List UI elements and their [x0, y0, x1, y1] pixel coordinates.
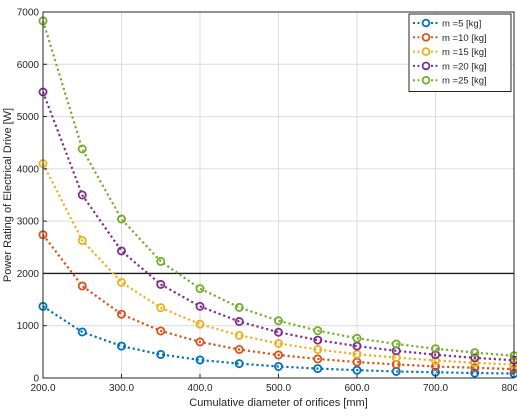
- legend-label: m =15 [kg]: [442, 47, 487, 58]
- data-point: [234, 317, 244, 327]
- data-point: [430, 361, 440, 371]
- data-point: [77, 190, 87, 200]
- data-point: [470, 348, 480, 358]
- y-tick-label: 3000: [17, 217, 40, 228]
- data-point: [77, 235, 87, 245]
- legend-label: m =5 [kg]: [442, 19, 481, 30]
- x-tick-label: 300.0: [109, 383, 134, 394]
- data-point: [234, 345, 244, 355]
- series-line-1: [42, 305, 515, 375]
- data-point: [273, 361, 283, 371]
- data-point: [470, 368, 480, 378]
- data-point: [117, 214, 127, 224]
- data-point: [234, 302, 244, 312]
- legend: m =5 [kg] m =10 [kg] m =15 [kg] m =20 [kg] m…: [408, 13, 512, 92]
- x-tick-label: 400.0: [187, 383, 212, 394]
- series-line-4: [41, 91, 515, 362]
- legend-swatch-marker: [421, 61, 431, 71]
- data-point: [156, 326, 166, 336]
- legend-label: m =20 [kg]: [442, 61, 487, 72]
- y-tick-label: 2000: [17, 269, 40, 280]
- data-point: [273, 316, 283, 326]
- data-point: [195, 301, 205, 311]
- data-point: [117, 341, 127, 351]
- legend-swatch-marker: [421, 75, 431, 85]
- x-axis-label: Cumulative diameter of orifices [mm]: [189, 397, 368, 409]
- data-point: [470, 358, 480, 368]
- data-point: [156, 303, 166, 313]
- data-point: [313, 354, 323, 364]
- data-point: [156, 256, 166, 266]
- data-point: [77, 327, 87, 337]
- legend-swatch-marker: [421, 32, 431, 42]
- data-point: [273, 350, 283, 360]
- y-axis-label: Power Rating of Electrical Drive [W]: [2, 108, 14, 282]
- data-point: [273, 338, 283, 348]
- data-point: [273, 327, 283, 337]
- y-tick-label: 7000: [17, 8, 40, 19]
- data-point: [77, 144, 87, 154]
- data-point: [234, 330, 244, 340]
- data-point: [430, 350, 440, 360]
- data-point: [470, 363, 480, 373]
- legend-swatch-marker: [421, 18, 431, 28]
- x-tick-label: 200.0: [30, 383, 55, 394]
- data-point: [195, 337, 205, 347]
- legend-swatch-marker: [421, 47, 431, 56]
- data-point: [195, 284, 205, 294]
- data-point: [391, 339, 401, 349]
- data-point: [352, 349, 362, 359]
- legend-label: m =25 [kg]: [442, 76, 487, 87]
- y-tick-label: 5000: [17, 112, 40, 123]
- data-point: [195, 319, 205, 329]
- y-tick-label: 0: [33, 374, 39, 385]
- x-tick-label: 800.0: [501, 383, 517, 394]
- series-line-2: [42, 234, 515, 371]
- x-tick-label: 700.0: [423, 383, 448, 394]
- legend-label: m =10 [kg]: [442, 33, 487, 44]
- data-point: [77, 281, 87, 291]
- axes: 200.0 300.0 400.0 500.0 600.0 700.0 800.0 0 1000…: [17, 8, 517, 395]
- y-tick-label: 1000: [17, 321, 40, 332]
- y-tick-label: 6000: [17, 60, 40, 71]
- data-point: [313, 364, 323, 374]
- data-point: [117, 309, 127, 319]
- plot-area: [38, 16, 517, 379]
- data-point: [313, 335, 323, 345]
- x-tick-label: 500.0: [266, 383, 291, 394]
- data-point: [156, 349, 166, 359]
- data-point: [156, 279, 166, 289]
- data-point: [352, 365, 362, 375]
- x-tick-label: 600.0: [344, 383, 369, 394]
- data-point: [117, 277, 127, 287]
- data-point: [234, 359, 244, 369]
- data-point: [430, 344, 440, 354]
- series-line-3: [42, 163, 515, 366]
- data-point: [470, 353, 480, 363]
- data-point: [313, 326, 323, 336]
- data-point: [352, 333, 362, 343]
- data-point: [430, 355, 440, 365]
- y-tick-label: 4000: [17, 164, 40, 175]
- data-point: [391, 366, 401, 376]
- data-point: [117, 246, 127, 256]
- data-point: [313, 345, 323, 355]
- data-point: [195, 355, 205, 365]
